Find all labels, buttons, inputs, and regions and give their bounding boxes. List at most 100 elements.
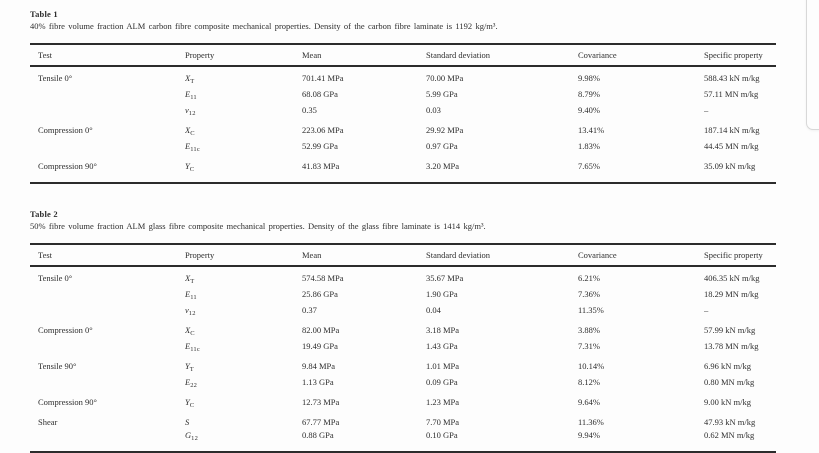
cell-specific-property: 9.00 kN m/kg — [704, 397, 751, 407]
cell-test: Shear — [38, 417, 58, 427]
cell-mean: 0.88 GPa — [302, 430, 334, 440]
table-row: E11 25.86 GPa 1.90 GPa 7.36% 18.29 MN m/kg — [38, 288, 776, 304]
table-row: ν12 0.35 0.03 9.40% – — [38, 104, 776, 120]
cell-test: Compression 0° — [38, 125, 93, 135]
cell-property: G12 — [185, 429, 302, 445]
property-symbol: E — [185, 341, 191, 351]
col-header-covariance: Covariance — [578, 250, 617, 260]
table-1-header-row: Test Property Mean Standard deviation Co… — [30, 45, 776, 67]
cell-mean: 223.06 MPa — [302, 125, 344, 135]
property-subscript: 22 — [190, 382, 198, 389]
cell-test — [38, 288, 185, 304]
table-2-body: Tensile 0° XT 574.58 MPa 35.67 MPa 6.21% 406.… — [30, 267, 776, 451]
table-row: Compression 0° XC 82.00 MPa 3.18 MPa 3.88% 57… — [38, 324, 776, 340]
property-subscript: T — [189, 366, 194, 373]
property-subscript: 12 — [191, 435, 199, 442]
offscreen-panel-edge — [806, 0, 819, 130]
property-symbol: X — [185, 273, 191, 283]
table-2-title: Table 2 — [30, 209, 58, 219]
cell-property: E11 — [185, 88, 302, 104]
cell-specific-property: 35.09 kN m/kg — [704, 161, 756, 171]
property-subscript: 11c — [190, 146, 200, 153]
cell-specific-property: 47.93 kN m/kg — [704, 417, 756, 427]
cell-specific-property: 0.80 MN m/kg — [704, 377, 755, 387]
cell-specific-property: – — [704, 305, 709, 315]
cell-covariance: 9.98% — [578, 73, 600, 83]
col-header-covariance: Covariance — [578, 50, 617, 60]
property-symbol: Y — [185, 161, 190, 171]
property-symbol: Y — [185, 397, 190, 407]
cell-specific-property: 588.43 kN m/kg — [704, 73, 760, 83]
cell-covariance: 3.88% — [578, 325, 600, 335]
property-subscript: T — [190, 78, 195, 85]
cell-specific-property: – — [704, 105, 709, 115]
cell-property: ν12 — [185, 304, 302, 320]
cell-std-deviation: 0.97 GPa — [426, 141, 458, 151]
cell-covariance: 1.83% — [578, 141, 600, 151]
cell-mean: 25.86 GPa — [302, 289, 338, 299]
cell-test — [38, 340, 185, 356]
cell-std-deviation: 3.18 MPa — [426, 325, 460, 335]
cell-mean: 19.49 GPa — [302, 341, 338, 351]
table-row: E11 68.08 GPa 5.99 GPa 8.79% 57.11 MN m/kg — [38, 88, 776, 104]
cell-specific-property: 406.35 kN m/kg — [704, 273, 760, 283]
cell-test — [38, 429, 185, 445]
col-header-mean: Mean — [302, 250, 322, 260]
cell-std-deviation: 1.43 GPa — [426, 341, 458, 351]
property-subscript: 12 — [188, 310, 196, 317]
table-row: E11c 19.49 GPa 1.43 GPa 7.31% 13.78 MN m/kg — [38, 340, 776, 356]
property-symbol: S — [185, 417, 190, 427]
cell-property: YC — [185, 396, 302, 412]
table-1-section: Table 1 40% fibre volume fraction ALM ca… — [30, 8, 776, 184]
table-row: Tensile 0° XT 574.58 MPa 35.67 MPa 6.21% 406.… — [38, 272, 776, 288]
cell-mean: 701.41 MPa — [302, 73, 344, 83]
cell-property: E11c — [185, 140, 302, 156]
property-symbol: E — [185, 377, 191, 387]
cell-covariance: 9.94% — [578, 430, 600, 440]
table-2-header-row: Test Property Mean Standard deviation Co… — [30, 245, 776, 267]
col-header-specific-property: Specific property — [704, 250, 763, 260]
table-row: Compression 90° YC 12.73 MPa 1.23 MPa 9.64% 9… — [38, 396, 776, 412]
property-symbol: Y — [185, 361, 190, 371]
cell-property: E11c — [185, 340, 302, 356]
cell-std-deviation: 29.92 MPa — [426, 125, 464, 135]
cell-covariance: 6.21% — [578, 273, 600, 283]
table-2: Test Property Mean Standard deviation Co… — [30, 243, 776, 453]
cell-mean: 41.83 MPa — [302, 161, 340, 171]
cell-std-deviation: 0.04 — [426, 305, 441, 315]
col-header-property: Property — [185, 50, 215, 60]
cell-std-deviation: 7.70 MPa — [426, 417, 460, 427]
col-header-property: Property — [185, 250, 215, 260]
property-symbol: X — [185, 73, 191, 83]
property-symbol: X — [185, 325, 191, 335]
cell-property: E11 — [185, 288, 302, 304]
page-content: Table 1 40% fibre volume fraction ALM ca… — [30, 8, 776, 453]
property-subscript: 11 — [190, 94, 197, 101]
property-subscript: T — [190, 278, 195, 285]
cell-covariance: 11.36% — [578, 417, 604, 427]
cell-property: E22 — [185, 376, 302, 392]
property-symbol: X — [185, 125, 191, 135]
cell-covariance: 7.36% — [578, 289, 600, 299]
table-row: Shear S 67.77 MPa 7.70 MPa 11.36% 47.93 kN m/… — [38, 416, 776, 429]
table-row: ν12 0.37 0.04 11.35% – — [38, 304, 776, 320]
col-header-test: Test — [38, 250, 53, 260]
table-2-section: Table 2 50% fibre volume fraction ALM gl… — [30, 208, 776, 453]
cell-mean: 82.00 MPa — [302, 325, 340, 335]
cell-mean: 0.37 — [302, 305, 317, 315]
property-subscript: 12 — [188, 110, 196, 117]
property-subscript: 11c — [190, 346, 200, 353]
property-subscript: C — [189, 402, 195, 409]
cell-std-deviation: 1.01 MPa — [426, 361, 460, 371]
cell-std-deviation: 0.03 — [426, 105, 441, 115]
cell-specific-property: 18.29 MN m/kg — [704, 289, 759, 299]
cell-test — [38, 88, 185, 104]
cell-std-deviation: 3.20 MPa — [426, 161, 460, 171]
col-header-std-deviation: Standard deviation — [426, 50, 490, 60]
cell-mean: 12.73 MPa — [302, 397, 340, 407]
cell-test — [38, 140, 185, 156]
cell-mean: 9.84 MPa — [302, 361, 336, 371]
cell-test: Compression 90° — [38, 161, 97, 171]
col-header-std-deviation: Standard deviation — [426, 250, 490, 260]
cell-property: XC — [185, 324, 302, 340]
